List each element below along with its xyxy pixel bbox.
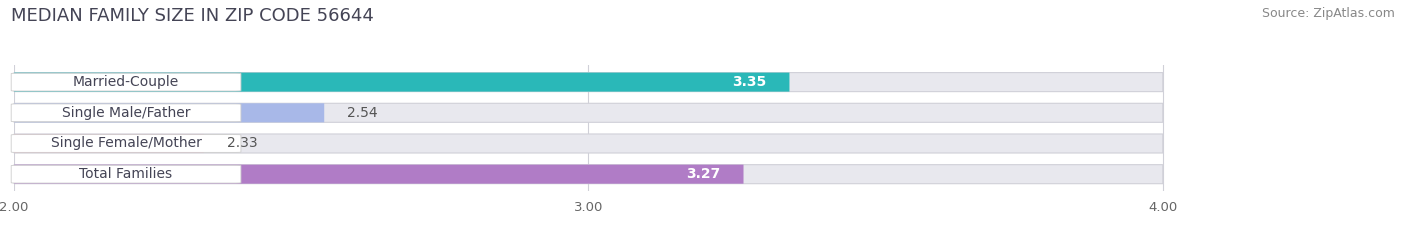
FancyBboxPatch shape bbox=[14, 134, 1163, 153]
Text: MEDIAN FAMILY SIZE IN ZIP CODE 56644: MEDIAN FAMILY SIZE IN ZIP CODE 56644 bbox=[11, 7, 374, 25]
FancyBboxPatch shape bbox=[14, 103, 325, 122]
FancyBboxPatch shape bbox=[14, 134, 204, 153]
FancyBboxPatch shape bbox=[11, 135, 240, 152]
FancyBboxPatch shape bbox=[14, 165, 1163, 184]
Text: 2.33: 2.33 bbox=[226, 137, 257, 151]
FancyBboxPatch shape bbox=[11, 73, 240, 91]
FancyBboxPatch shape bbox=[14, 73, 1163, 92]
FancyBboxPatch shape bbox=[14, 165, 744, 184]
Text: Single Female/Mother: Single Female/Mother bbox=[51, 137, 201, 151]
FancyBboxPatch shape bbox=[14, 73, 789, 92]
Text: 3.35: 3.35 bbox=[733, 75, 766, 89]
Text: 3.27: 3.27 bbox=[686, 167, 720, 181]
Text: 2.54: 2.54 bbox=[347, 106, 378, 120]
FancyBboxPatch shape bbox=[14, 103, 1163, 122]
Text: Total Families: Total Families bbox=[80, 167, 173, 181]
Text: Married-Couple: Married-Couple bbox=[73, 75, 179, 89]
FancyBboxPatch shape bbox=[11, 165, 240, 183]
Text: Source: ZipAtlas.com: Source: ZipAtlas.com bbox=[1261, 7, 1395, 20]
FancyBboxPatch shape bbox=[11, 104, 240, 122]
Text: Single Male/Father: Single Male/Father bbox=[62, 106, 190, 120]
